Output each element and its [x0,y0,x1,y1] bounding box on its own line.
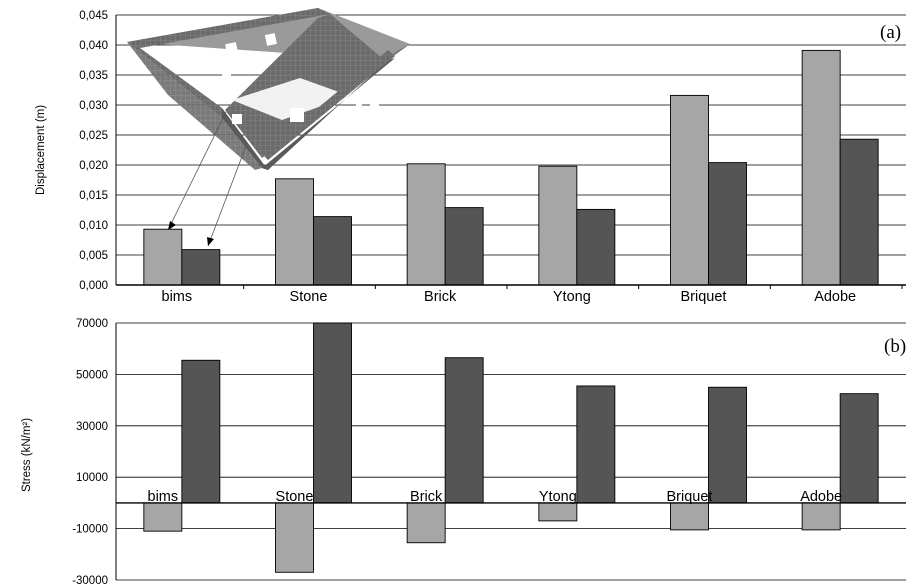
category-label-stone: Stone [276,489,314,505]
y-tick-label: 70000 [76,318,108,330]
bar-adobe-series-2 [839,138,879,286]
bar-brick-series-2 [444,207,484,286]
category-label-ytong: Ytong [539,489,577,505]
building-model-image [127,8,410,247]
category-label-briquet: Briquet [681,289,727,305]
bar-bims-series-2 [181,359,221,504]
y-tick-label: -10000 [72,524,108,536]
bar-bims-series-1 [143,502,183,532]
bar-brick-series-2 [444,357,484,504]
stress-chart: -30000 -10000 10000 30000 50000 70000 bims Sto… [21,318,906,586]
y-tick-label: -30000 [72,575,108,586]
bar-bims-series-1 [143,228,183,286]
bar-adobe-series-2 [839,393,879,504]
panel-label-a: (a) [880,22,901,43]
y-tick-label: 0,045 [79,10,108,22]
axes [115,15,906,289]
bar-briquet-series-2 [708,162,747,286]
category-labels: bims Stone Brick Ytong Briquet Adobe [148,489,843,505]
category-label-brick: Brick [424,289,457,305]
bar-stone-series-1 [275,502,314,573]
displacement-chart: 0,000 0,005 0,010 0,015 0,020 0,025 0,030 0,035… [35,8,906,305]
bar-ytong-series-2 [576,385,616,504]
bar-ytong-series-2 [576,208,616,286]
y-tick-label: 0,040 [79,40,108,52]
y-axis-label-displacement: Displacement (m) [35,105,47,195]
bar-stone-series-1 [275,178,314,286]
y-tick-labels: 0,000 0,005 0,010 0,015 0,020 0,025 0,030 0,035… [79,10,108,292]
bars [143,322,879,573]
y-tick-label: 0,005 [79,250,108,262]
bar-briquet-series-1 [670,94,709,286]
panel-label-b: (b) [884,336,906,357]
y-tick-labels: -30000 -10000 10000 30000 50000 70000 [72,318,108,586]
bar-briquet-series-2 [708,386,747,504]
category-labels: bims Stone Brick Ytong Briquet Adobe [162,289,857,305]
bar-adobe-series-1 [801,49,841,286]
category-label-briquet: Briquet [667,489,713,505]
category-label-brick: Brick [410,489,443,505]
y-tick-label: 10000 [76,472,108,484]
bar-brick-series-1 [406,163,446,286]
y-tick-label: 0,030 [79,100,108,112]
bar-brick-series-1 [406,502,446,544]
gridlines [116,322,906,581]
category-label-bims: bims [148,489,179,505]
category-label-bims: bims [162,289,193,305]
y-tick-label: 30000 [76,421,108,433]
y-tick-label: 0,015 [79,190,108,202]
category-label-ytong: Ytong [553,289,591,305]
axes [115,323,906,580]
bar-briquet-series-1 [670,502,709,531]
y-tick-label: 0,020 [79,160,108,172]
bar-adobe-series-1 [801,502,841,531]
bar-stone-series-2 [313,322,352,504]
category-label-stone: Stone [290,289,328,305]
y-tick-label: 0,000 [79,280,108,292]
y-tick-label: 0,010 [79,220,108,232]
bar-stone-series-2 [313,216,352,286]
category-label-adobe: Adobe [800,489,842,505]
bar-ytong-series-1 [538,502,578,522]
category-label-adobe: Adobe [814,289,856,305]
y-tick-label: 50000 [76,369,108,381]
bar-ytong-series-1 [538,165,578,286]
y-axis-label-stress: Stress (kN/m²) [21,418,33,492]
y-tick-label: 0,035 [79,70,108,82]
y-tick-label: 0,025 [79,130,108,142]
bar-bims-series-2 [181,249,221,286]
